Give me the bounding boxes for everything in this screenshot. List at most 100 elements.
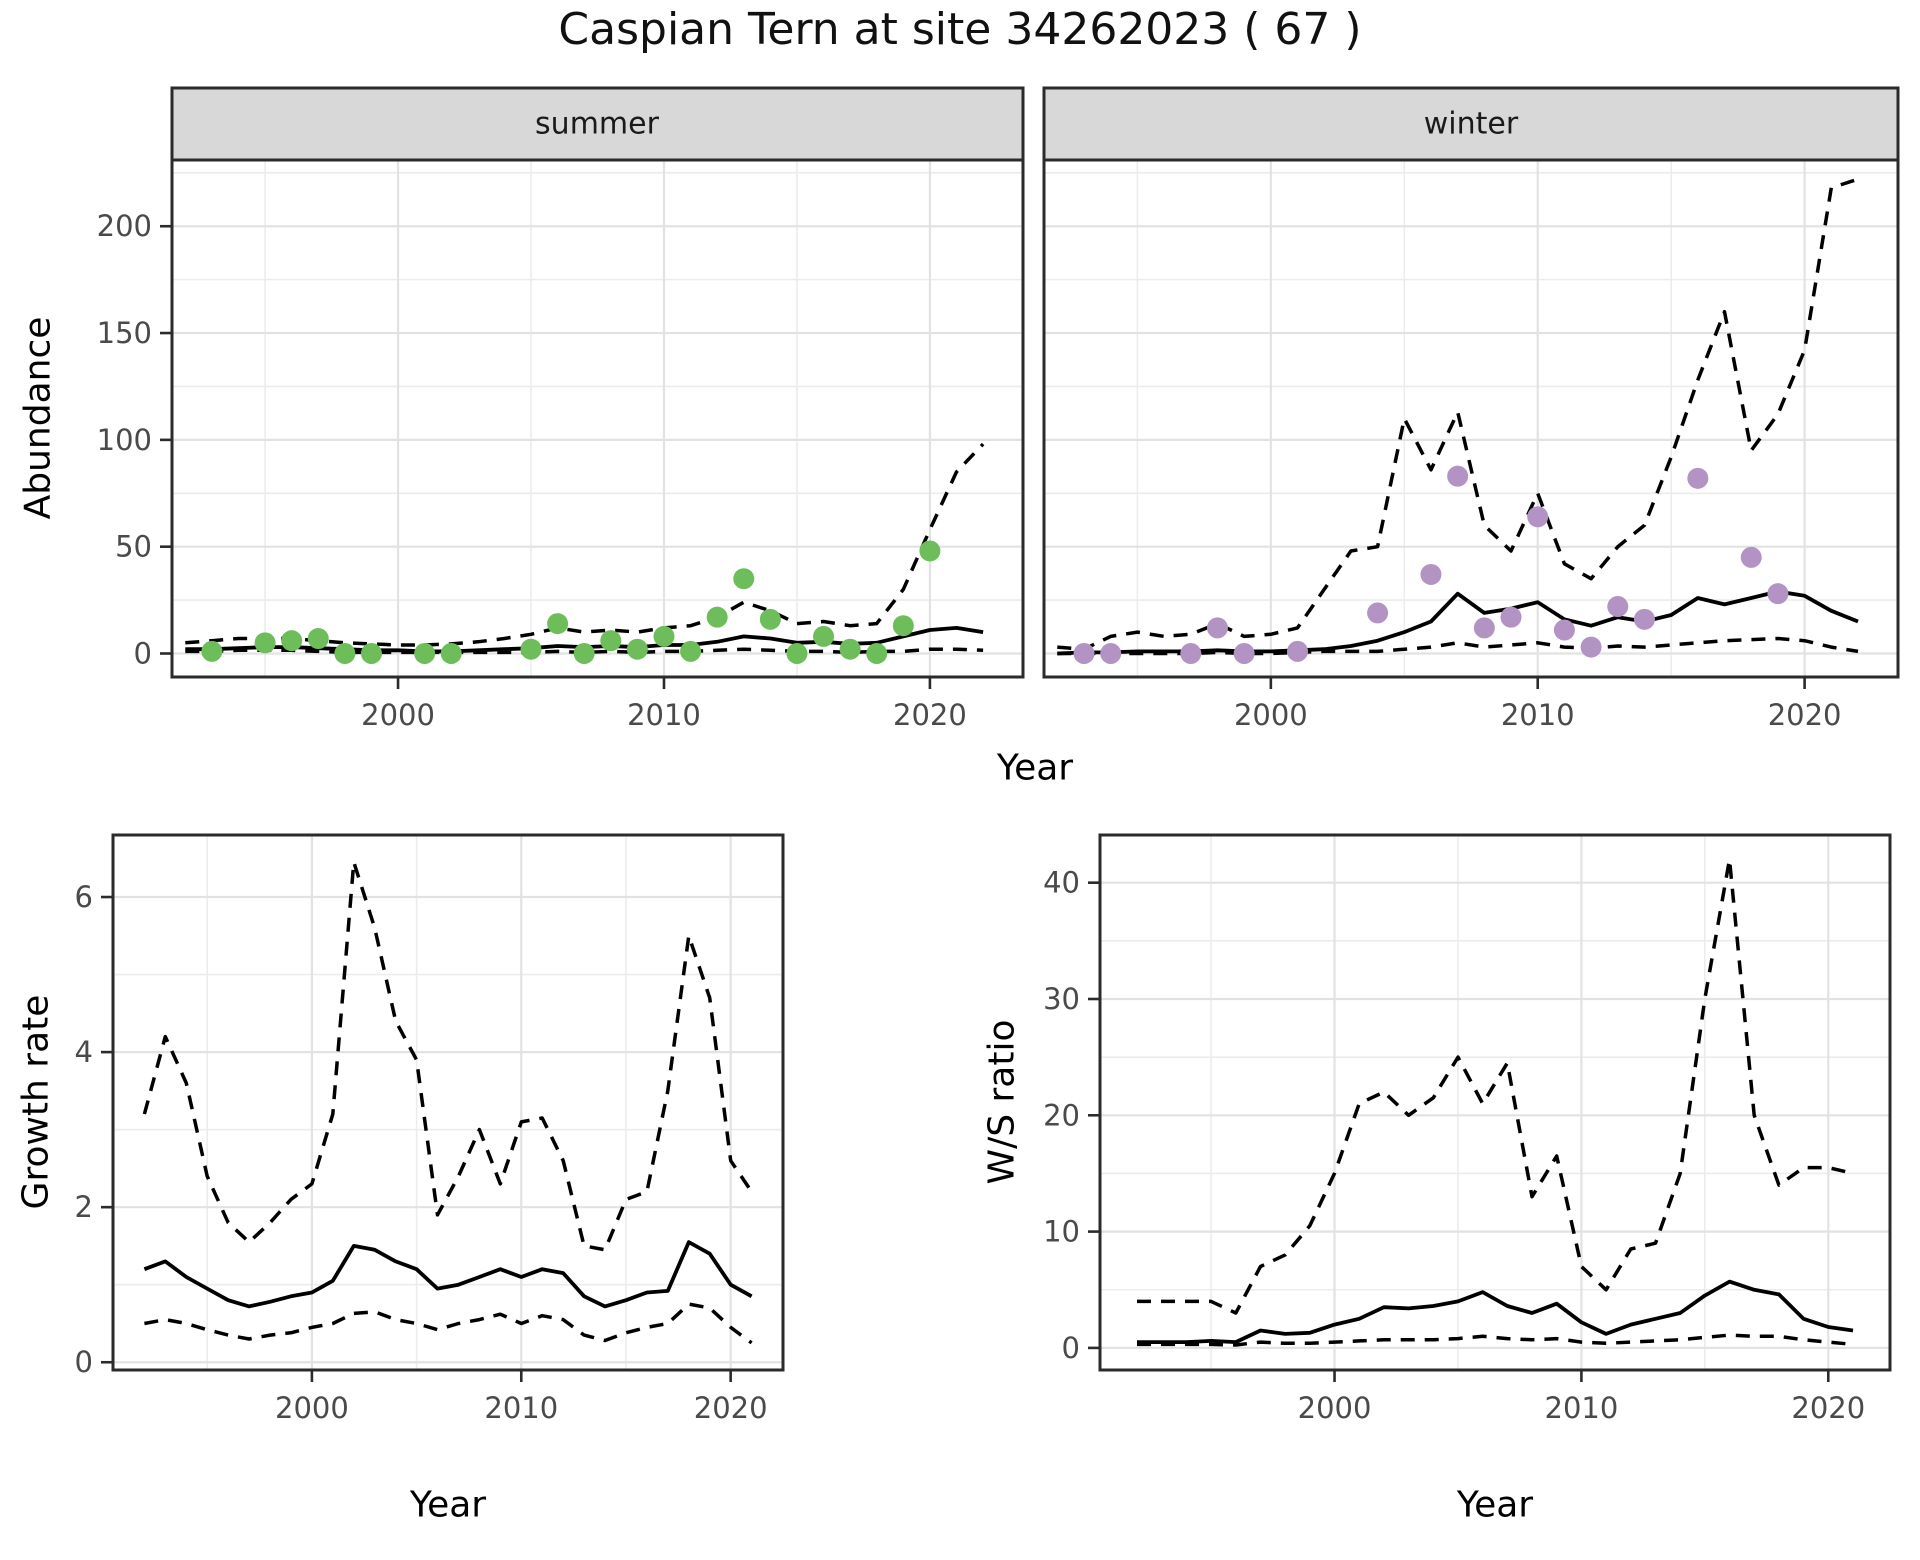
facet-strip-label-summer: summer [535,106,659,142]
y-tick-label: 150 [97,316,152,350]
data-point [1740,546,1762,568]
panel-border-winter [1042,158,1900,679]
panel-winter: 2000 2010 2020 [1042,158,1900,732]
data-point [759,608,781,630]
data-point [1420,563,1442,585]
y-tick-label: 30 [1043,982,1080,1016]
x-tick-label: 2020 [694,1391,768,1425]
data-point [1553,619,1575,641]
axis-ticks-ws-ratio: 2000 2010 2020 0 10 20 30 40 [1043,866,1865,1425]
x-tick-label: 2020 [893,698,967,732]
y-tick-label: 0 [1062,1331,1080,1365]
top-year-axis-title: Year [996,747,1074,789]
axis-ticks-winter: 2000 2010 2020 [1234,677,1842,732]
data-point [653,625,675,647]
y-tick-label: 0 [134,637,152,671]
y-tick-label: 20 [1043,1098,1080,1132]
panel-border-summer [170,158,1025,679]
upper-ci-line-winter [1057,177,1859,651]
fit-line-ws-ratio [1137,1279,1854,1344]
y-tick-label: 10 [1043,1215,1080,1249]
panel-border-ws-ratio [1098,833,1892,1372]
axis-ticks-summer: 2000 2010 2020 0 50 100 150 200 [97,209,967,732]
data-point [1287,640,1309,662]
data-point [573,643,595,664]
gridlines-winter [1044,160,1898,677]
data-point [1206,617,1228,639]
gridlines-ws-ratio [1100,835,1890,1370]
upper-ci-line-summer [185,442,985,647]
x-tick-label: 2020 [1791,1391,1865,1425]
facet-strip-label-winter: winter [1423,106,1519,142]
data-point [1580,636,1602,658]
data-point [1767,583,1789,605]
data-point [1180,643,1202,664]
data-point [1367,602,1389,624]
data-point [813,625,835,647]
gridlines-growth-rate [113,835,783,1370]
x-tick-label: 2000 [1234,698,1308,732]
growth-rate-axis-title: Growth rate [15,994,57,1210]
x-tick-label: 2000 [275,1391,349,1425]
data-point [1527,506,1549,528]
data-point [839,638,861,660]
fit-line-growth-rate [143,1240,753,1309]
data-point [414,643,436,664]
gridlines-summer [172,160,1023,677]
data-point [600,630,622,652]
data-point [1447,465,1469,487]
y-tick-label: 6 [75,880,93,914]
data-point [786,643,808,664]
data-point [281,630,303,652]
data-point [334,643,356,664]
panel-growth-rate: 2000 2010 2020 0 2 4 6 [75,833,785,1425]
x-tick-label: 2020 [1768,698,1842,732]
data-point [360,643,382,664]
abundance-axis-title: Abundance [17,316,59,520]
data-point [1473,617,1495,639]
data-point [254,632,276,654]
data-point [626,638,648,660]
observed-points-summer [201,540,941,664]
ws-ratio-axis-title: W/S ratio [981,1019,1023,1185]
data-point [733,568,755,590]
data-point [706,606,728,628]
panel-border-growth-rate [111,833,785,1372]
panel-summer: 2000 2010 2020 0 50 100 150 200 [97,158,1025,732]
data-point [307,628,329,650]
y-tick-label: 2 [75,1190,93,1224]
data-point [1073,643,1095,664]
y-tick-label: 40 [1043,866,1080,900]
data-point [201,640,223,662]
y-tick-label: 200 [97,209,152,243]
x-tick-label: 2000 [361,698,435,732]
data-point [1100,643,1122,664]
upper-ci-line-growth-rate [142,860,754,1252]
data-point [1233,643,1255,664]
observed-points-winter [1073,465,1789,664]
data-point [440,643,462,664]
page-title: Caspian Tern at site 34262023 ( 67 ) [558,4,1362,55]
lower-ci-line-summer [185,647,984,655]
data-point [520,638,542,660]
lower-ci-line-growth-rate [144,1302,753,1345]
data-point [892,615,914,637]
ws-year-axis-title: Year [1456,1484,1534,1526]
x-tick-label: 2000 [1298,1391,1372,1425]
facet-strip-summer [170,86,1025,162]
data-point [1500,606,1522,628]
growth-year-axis-title: Year [409,1484,487,1526]
data-point [1633,608,1655,630]
x-tick-label: 2010 [484,1391,558,1425]
facet-strip-winter [1042,86,1900,162]
axis-ticks-growth-rate: 2000 2010 2020 0 2 4 6 [75,880,768,1425]
data-point [866,643,888,664]
data-point [919,540,941,562]
x-tick-label: 2010 [627,698,701,732]
y-tick-label: 50 [115,530,152,564]
upper-ci-line-ws-ratio [1137,857,1854,1315]
y-tick-label: 4 [75,1035,93,1069]
y-tick-label: 0 [75,1345,93,1379]
